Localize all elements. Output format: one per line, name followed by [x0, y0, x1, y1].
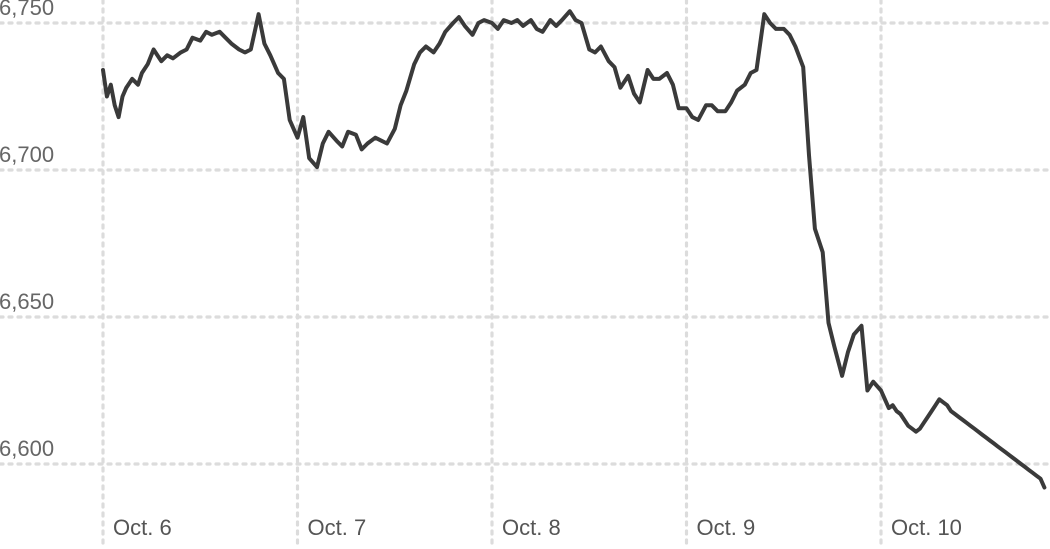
- x-tick-label: Oct. 8: [502, 515, 561, 540]
- x-tick-label: Oct. 6: [113, 515, 172, 540]
- x-tick-label: Oct. 10: [891, 515, 962, 540]
- y-tick-label: 6,700: [0, 142, 54, 167]
- y-axis-ticks: 6,600 6,650 6,700 6,750: [0, 0, 54, 461]
- series-layer: [101, 9, 1047, 490]
- index-series-line: [101, 9, 1047, 490]
- y-tick-label: 6,600: [0, 436, 54, 461]
- x-axis-ticks: Oct. 6 Oct. 7 Oct. 8 Oct. 9 Oct. 10: [113, 515, 962, 540]
- y-tick-label: 6,650: [0, 289, 54, 314]
- y-tick-label: 6,750: [0, 0, 54, 20]
- x-tick-label: Oct. 9: [697, 515, 756, 540]
- x-tick-label: Oct. 7: [308, 515, 367, 540]
